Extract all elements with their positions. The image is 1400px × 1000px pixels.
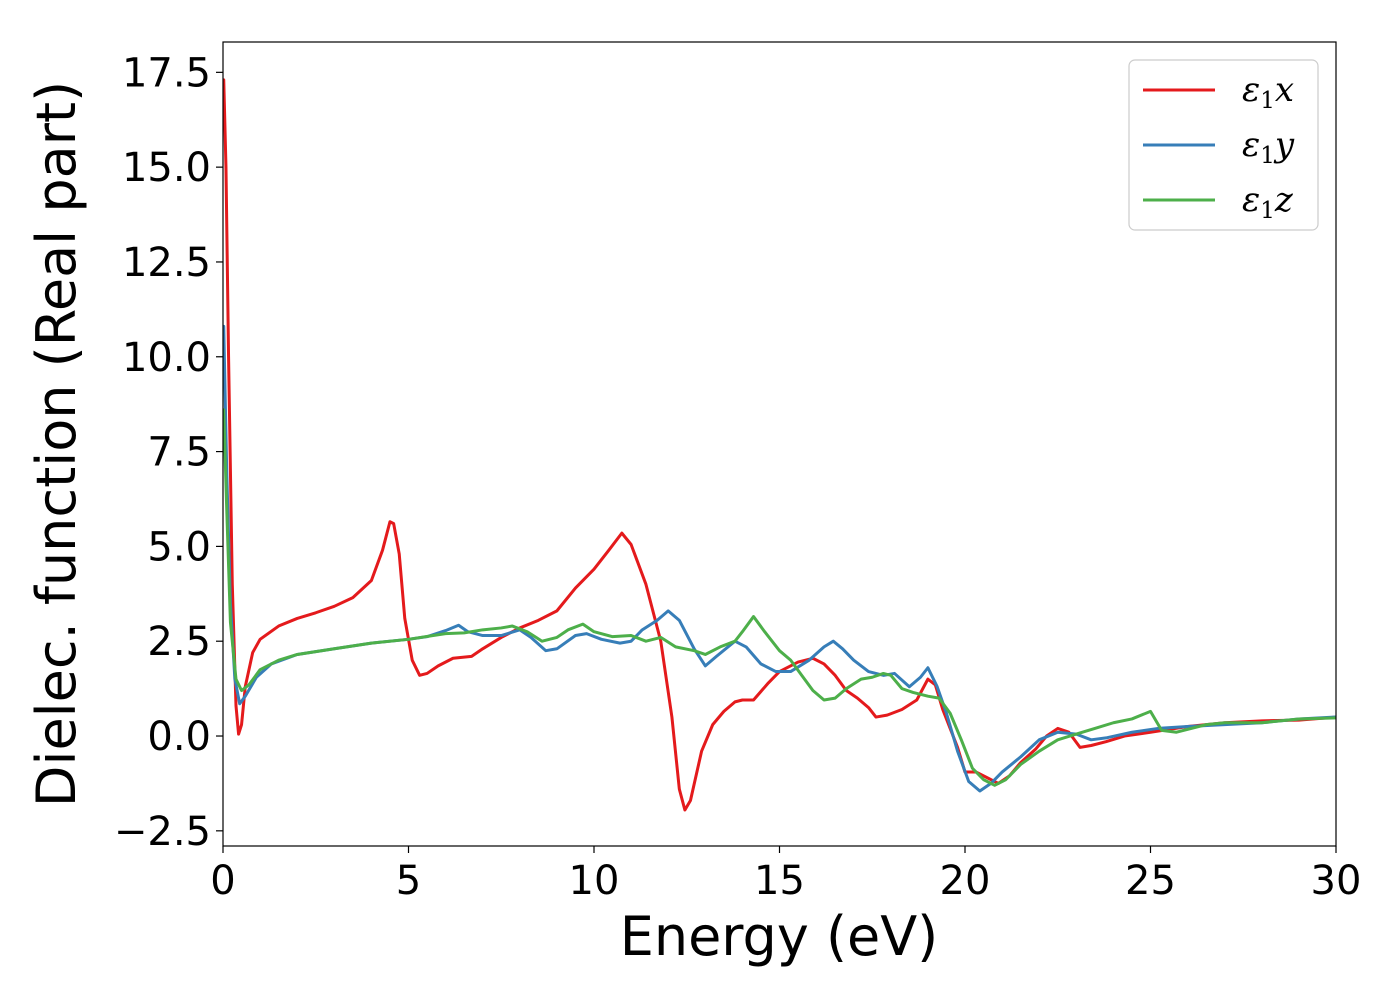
x-tick-label: 15	[754, 858, 805, 904]
y-tick-label: 12.5	[122, 240, 211, 286]
y-tick-label: 17.5	[122, 50, 211, 96]
x-axis-title: Energy (eV)	[620, 905, 939, 968]
x-tick-label: 0	[210, 858, 235, 904]
y-tick-label: 7.5	[147, 430, 211, 476]
x-tick-label: 20	[940, 858, 991, 904]
y-axis: −2.5 0.0 2.5 5.0 7.5 10.0 12.5 15.0 17.5	[114, 50, 223, 855]
series-layer	[223, 78, 1336, 812]
legend-label-z: ε1z	[1242, 180, 1294, 224]
x-axis: 0 5 10 15 20 25 30	[210, 846, 1361, 904]
y-tick-label: 10.0	[122, 335, 211, 381]
legend-label-y: ε1y	[1242, 125, 1295, 169]
x-tick-label: 30	[1311, 858, 1362, 904]
y-tick-label: 5.0	[147, 524, 211, 570]
x-tick-label: 10	[569, 858, 620, 904]
y-tick-label: 15.0	[122, 145, 211, 191]
legend-label-x: ε1x	[1242, 70, 1294, 114]
x-tick-label: 5	[396, 858, 421, 904]
y-axis-title: Dielec. function (Real part)	[25, 81, 88, 807]
legend: ε1x ε1y ε1z	[1128, 59, 1319, 231]
series-line-y	[223, 324, 1336, 793]
y-tick-label: −2.5	[114, 809, 211, 855]
series-line-z	[223, 408, 1336, 787]
y-tick-label: 0.0	[147, 714, 211, 760]
x-tick-label: 25	[1125, 858, 1176, 904]
y-tick-label: 2.5	[147, 619, 211, 665]
legend-box	[1128, 59, 1319, 231]
